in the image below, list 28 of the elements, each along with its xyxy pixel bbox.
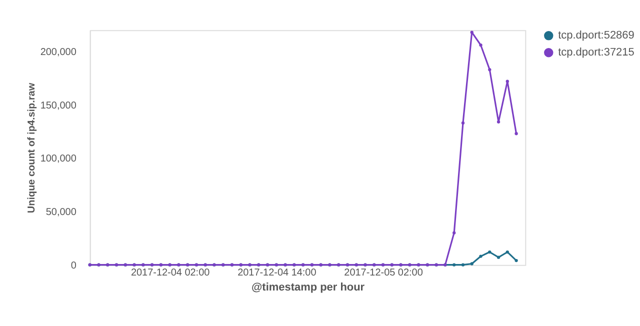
y-tick-label: 100,000 (40, 154, 77, 165)
y-tick-label: 50,000 (46, 206, 77, 218)
point (488, 68, 492, 72)
point (506, 250, 509, 254)
point (452, 263, 456, 266)
point (479, 254, 482, 258)
point (461, 263, 465, 266)
point (496, 256, 500, 259)
legend-label: tcp.dport:52869 (558, 30, 634, 42)
y-tick-label: 200,000 (40, 47, 77, 58)
y-axis-title: Unique count of ip4.sip.raw (26, 82, 38, 214)
x-axis-title: @timestamp per hour (251, 281, 366, 294)
y-tick-label: 150,000 (40, 100, 77, 112)
point (470, 30, 474, 34)
point (506, 80, 509, 83)
point (514, 258, 518, 262)
point (488, 250, 492, 254)
point (479, 44, 482, 47)
point (470, 262, 474, 266)
point (514, 132, 518, 136)
y-tick-label: 0 (70, 260, 77, 272)
x-tick-label: 2017-12-05 02:00 (344, 267, 424, 278)
x-tick-label: 2017-12-04 14:00 (238, 267, 317, 278)
legend-label: tcp.dport:37215 (558, 46, 634, 59)
point (496, 120, 500, 124)
point (452, 231, 456, 234)
x-tick-label: 2017-12-04 02:00 (130, 267, 210, 278)
point (461, 121, 465, 125)
